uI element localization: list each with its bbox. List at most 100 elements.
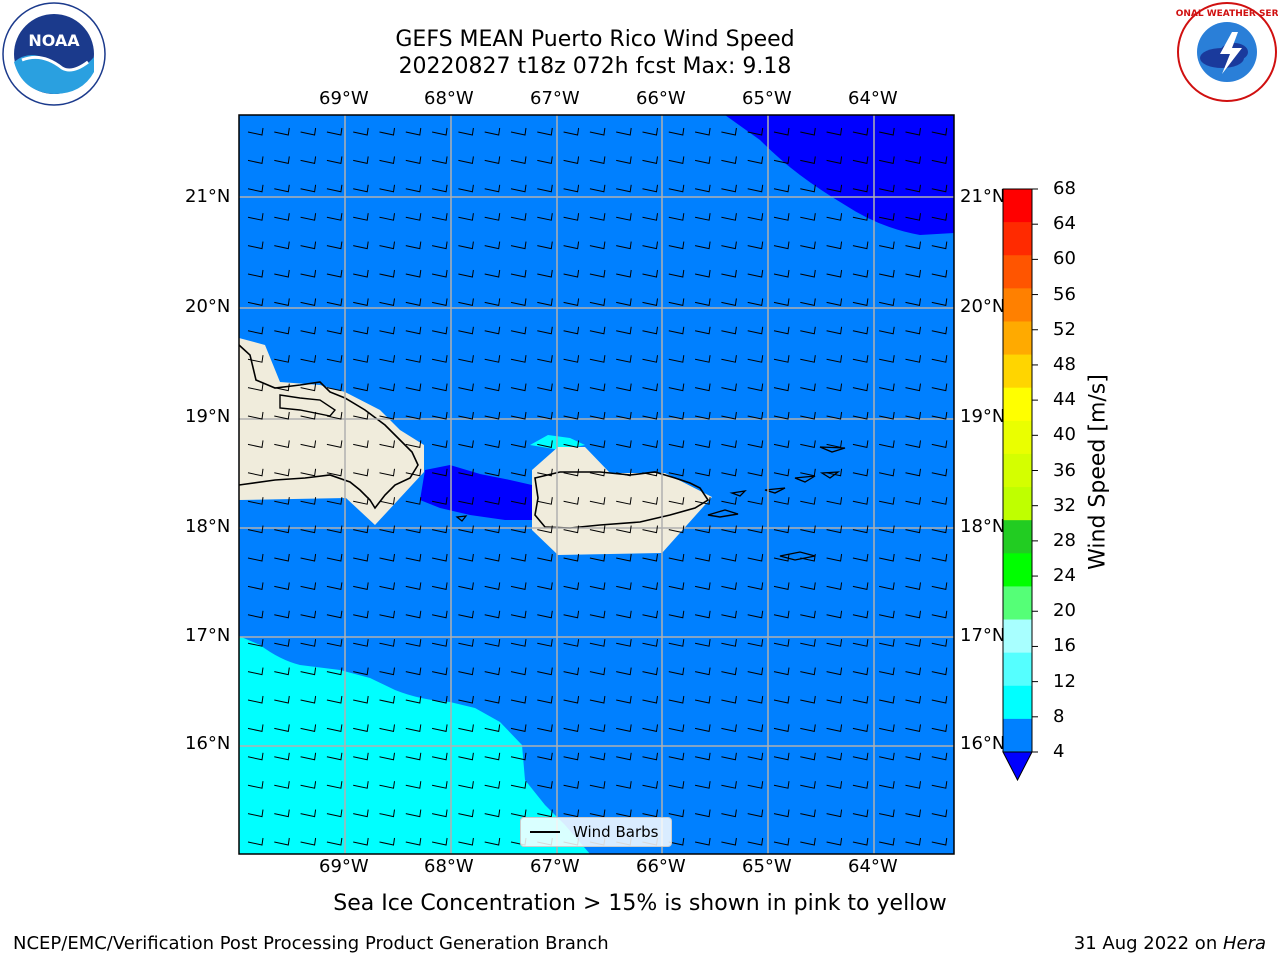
wind-barb [510,809,527,818]
wind-barb [484,326,501,335]
wind-barb [431,298,448,307]
wind-barb [326,809,343,818]
wind-barb [300,582,317,591]
wind-barb [747,269,764,278]
wind-barb [458,667,474,676]
wind-barb [826,809,843,818]
lat-label-left: 21°N [185,186,231,207]
wind-barb [694,355,711,363]
wind-barb [642,440,658,449]
coastline-mona [455,515,468,522]
wind-barb [616,695,632,704]
wind-barb [484,184,501,193]
wind-barb [484,213,501,221]
wind-barb [852,269,869,278]
wind-barb [589,639,606,647]
wind-barb [274,582,290,591]
wind-barb [616,582,632,591]
wind-barb [642,383,658,392]
lat-label-right: 18°N [960,516,1006,537]
wind-barb [405,553,422,562]
wind-barb [721,752,737,761]
wind-barb [616,752,632,761]
wind-barb [458,411,474,420]
wind-barb [563,269,580,278]
colorbar-segment [1003,520,1032,554]
wind-barb [800,411,816,420]
wind-barb [537,156,553,165]
wind-barb [616,411,632,420]
wind-barb [931,440,948,449]
colorbar-segment [1003,288,1032,322]
wind-barb [721,809,737,818]
wind-barb [642,241,658,250]
wind-barb [931,468,948,477]
wind-barb [353,781,369,789]
wind-barb [642,610,658,619]
wind-barb [537,667,553,676]
wind-barb [484,241,501,250]
wind-barb [668,639,685,647]
wind-barb [616,468,632,477]
wind-barb [852,383,869,392]
wind-barb [879,298,895,307]
wind-barb [353,383,369,392]
wind-barb [773,695,790,704]
wind-barb [510,269,527,278]
wind-barb [931,695,948,704]
wind-barb [800,241,816,250]
colorbar-tick-label: 48 [1053,353,1076,375]
wind-barb [563,241,580,250]
wind-barb [510,156,527,165]
wind-barb [484,610,501,619]
wind-barb [879,184,895,193]
wind-barb [510,127,527,136]
wind-barb [747,411,764,420]
wind-barb [800,752,816,761]
colorbar-segment [1003,619,1032,654]
wind-barb [458,781,474,789]
wind-barb [905,184,921,193]
wind-barb [852,525,869,534]
wind-barb [510,326,527,335]
wind-barb [247,468,264,477]
wind-barb [326,752,343,761]
wind-barb [800,582,816,591]
wind-barb [274,440,290,449]
wind-barb [931,781,948,789]
wind-barb [826,383,843,392]
wind-barb [300,553,317,562]
wind-barbs [247,127,948,846]
wind-barb [668,411,685,420]
wind-barb [379,497,395,505]
wind-barb [458,553,474,562]
wind-barb [642,695,658,704]
wind-barb [458,383,474,392]
wind-barb [694,468,711,477]
wind-barb [405,610,422,619]
wind-barb [379,127,395,136]
wind-barb [300,127,317,136]
wind-barb [326,355,343,363]
wind-barb-legend: Wind Barbs [520,817,672,847]
colorbar-segment [1003,652,1032,687]
wind-barb [537,269,553,278]
wind-barb [405,184,422,193]
wind-barb [694,837,711,846]
wind-barb [431,695,448,704]
wind-barb [405,383,422,392]
wind-barb [274,468,290,477]
wind-barb [905,355,921,363]
wind-barb [274,553,290,562]
wind-barb [563,411,580,420]
wind-barb [905,411,921,420]
wind-barb [300,639,317,647]
wind-barb [300,326,317,335]
wind-barb [458,639,474,647]
wind-barb [879,781,895,789]
wind-barb [537,383,553,392]
wind-barb [510,468,527,477]
wind-barb [694,695,711,704]
wind-barb [616,639,632,647]
wind-barb [247,724,264,733]
